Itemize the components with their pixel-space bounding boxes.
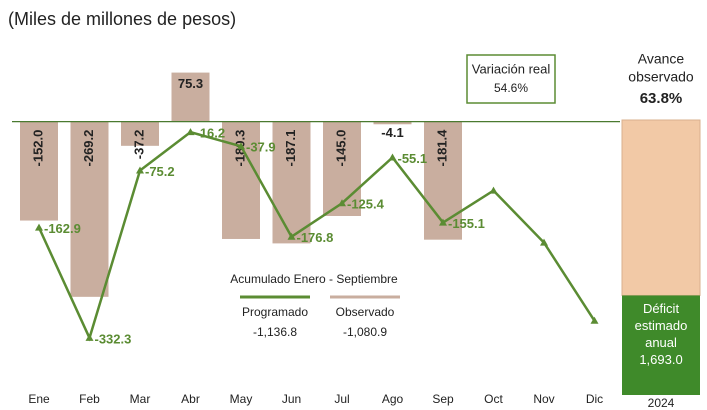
bar [222,121,260,239]
x-tick-label: Jun [282,392,301,406]
line-label: -16.2 [196,126,226,141]
line-marker [287,232,296,240]
line-marker [388,153,397,161]
x-tick-label: Jul [334,392,349,406]
x-tick-label: Sep [432,392,454,406]
annual-deficit-text: 1,693.0 [639,352,682,367]
line-label: -162.9 [44,221,81,236]
annual-deficit-text: Déficit [643,301,680,316]
bar-label: -145.0 [333,130,348,167]
x-tick-label: Nov [533,392,554,406]
line-label: -125.4 [347,197,385,212]
variation-label: Variación real [472,61,551,76]
bar [70,121,109,297]
variation-box [466,54,556,104]
legend-total: -1,136.8 [253,325,297,339]
chart-subtitle: (Miles de millones de pesos) [8,9,236,29]
line-marker [186,128,195,136]
line-label: -332.3 [95,331,132,346]
bar-label: 75.3 [178,76,203,91]
x-tick-label: Ago [382,392,404,406]
annual-remaining-bar [622,295,700,395]
annual-deficit-text: anual [645,335,677,350]
line-marker [237,142,245,150]
bar [373,121,412,125]
bar-label: -181.4 [434,129,449,167]
annual-progress-bar [621,119,701,296]
x-tick-label: Ene [28,392,50,406]
legend-title: Acumulado Enero - Septiembre [230,272,398,286]
line-marker [540,238,548,246]
x-tick-label: Oct [484,392,503,406]
bar-label: -4.1 [381,125,403,140]
bar [20,121,58,221]
x-tick-label: Mar [130,392,151,406]
line-label: -55.1 [398,151,428,166]
line-marker [489,186,498,194]
line-marker [590,316,599,324]
annual-title: observado [628,69,694,85]
line-label: -37.9 [246,140,276,155]
bar-label: -269.2 [81,130,96,167]
bar-label: -37.2 [131,130,146,160]
annual-deficit-text: estimado [635,318,688,333]
legend-total: -1,080.9 [343,325,387,339]
line-marker [439,218,447,226]
line-marker [136,166,144,174]
bar-label: -152.0 [30,130,45,167]
annual-progress: 63.8% [640,90,683,107]
variation-value: 54.6% [494,81,528,95]
line [37,130,596,342]
bar [272,121,311,244]
legend-label: Observado [336,305,395,319]
bar [121,121,159,146]
line-label: -75.2 [145,164,175,179]
annual-year: 2024 [648,396,675,410]
line-label: -155.1 [448,216,485,231]
annual-title: Avance [638,51,685,67]
x-tick-label: May [230,392,253,406]
bar-label: -187.1 [283,130,298,167]
legend-label: Programado [242,305,308,319]
line-label: -176.8 [297,230,334,245]
bar [171,72,210,122]
x-tick-label: Abr [181,392,200,406]
x-tick-label: Dic [586,392,603,406]
x-tick-label: Feb [79,392,100,406]
line-marker [338,199,346,207]
line-marker [35,223,43,231]
line-marker [85,333,94,341]
